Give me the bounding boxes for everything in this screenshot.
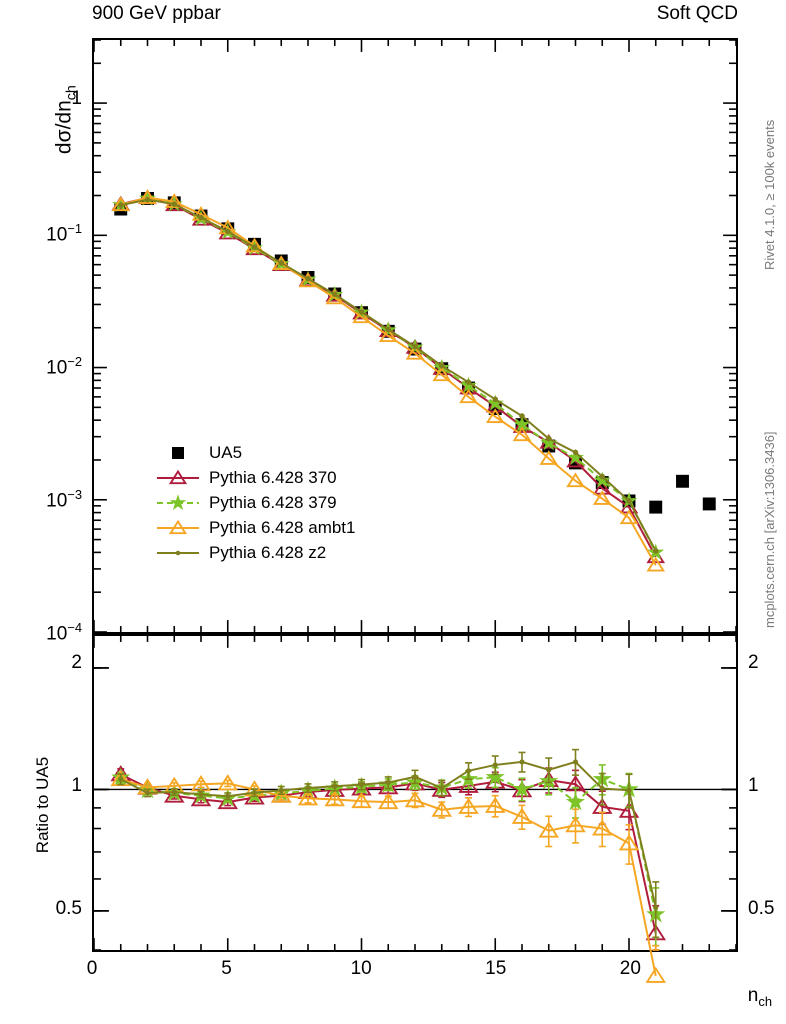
x-axis-label: nch bbox=[747, 985, 772, 1009]
ratio-plot-canvas bbox=[93, 636, 737, 983]
main-plot-canvas bbox=[93, 39, 737, 633]
legend-key-square-icon bbox=[155, 442, 201, 464]
main-ytick-1: 10−1 bbox=[46, 220, 82, 245]
xtick-4: 20 bbox=[619, 958, 641, 979]
legend-label: Pythia 6.428 z2 bbox=[209, 542, 327, 562]
legend-label: UA5 bbox=[209, 442, 243, 462]
main-ytick-2: 10−2 bbox=[46, 353, 82, 379]
ratio-y-axis-label: Ratio to UA5 bbox=[33, 756, 52, 854]
legend-item: Pythia 6.428 z2 bbox=[155, 540, 355, 565]
header-left-label: 900 GeV ppbar bbox=[92, 3, 221, 24]
ratio-series-pythia-6-428-z2 bbox=[117, 748, 660, 939]
legend-item: Pythia 6.428 ambt1 bbox=[155, 515, 355, 540]
rivet-version-note: Rivet 4.1.0, ≥ 100k events bbox=[762, 119, 777, 270]
xtick-0: 0 bbox=[86, 958, 98, 979]
axis-ticks bbox=[93, 39, 737, 633]
mcplots-source-note: mcplots.cern.ch [arXiv:1306.3436] bbox=[762, 431, 777, 628]
legend: UA5 Pythia 6.428 370 Pythia 6.428 379 Pythi… bbox=[155, 440, 355, 565]
ratio-ytick-right-0: 2 bbox=[748, 652, 759, 674]
xtick-3: 15 bbox=[485, 958, 507, 979]
legend-key-dot-icon bbox=[155, 542, 201, 564]
legend-key-star-icon bbox=[155, 492, 201, 514]
axis-ticks bbox=[93, 636, 737, 951]
main-ytick-0: 1 bbox=[71, 87, 82, 109]
ratio-ytick-left-1: 1 bbox=[71, 775, 82, 797]
legend-label: Pythia 6.428 370 bbox=[209, 467, 337, 487]
main-ytick-4: 10−4 bbox=[46, 620, 82, 645]
data-series-pythia-6-428-z2 bbox=[117, 196, 659, 554]
legend-item: Pythia 6.428 370 bbox=[155, 465, 355, 490]
ratio-ytick-left-0: 2 bbox=[71, 652, 82, 674]
main-ytick-3: 10−3 bbox=[46, 486, 82, 512]
legend-item: UA5 bbox=[155, 440, 355, 465]
legend-label: Pythia 6.428 ambt1 bbox=[209, 517, 356, 537]
ratio-series-pythia-6-428-ambt1 bbox=[110, 769, 667, 983]
main-plot-panel bbox=[92, 38, 738, 634]
legend-key-triangle-icon bbox=[155, 517, 201, 539]
ratio-ytick-right-1: 1 bbox=[748, 775, 759, 797]
legend-item: Pythia 6.428 379 bbox=[155, 490, 355, 515]
header-right-label: Soft QCD bbox=[656, 3, 738, 24]
xtick-2: 10 bbox=[350, 958, 372, 979]
ratio-ytick-left-2: 0.5 bbox=[55, 898, 82, 920]
ratio-plot-panel bbox=[92, 634, 738, 983]
ratio-ytick-right-2: 0.5 bbox=[748, 898, 775, 920]
legend-key-triangle-icon bbox=[155, 467, 201, 489]
legend-label: Pythia 6.428 379 bbox=[209, 492, 337, 512]
xtick-1: 5 bbox=[221, 958, 232, 979]
main-y-axis-label: dσ/dnch bbox=[52, 85, 80, 155]
